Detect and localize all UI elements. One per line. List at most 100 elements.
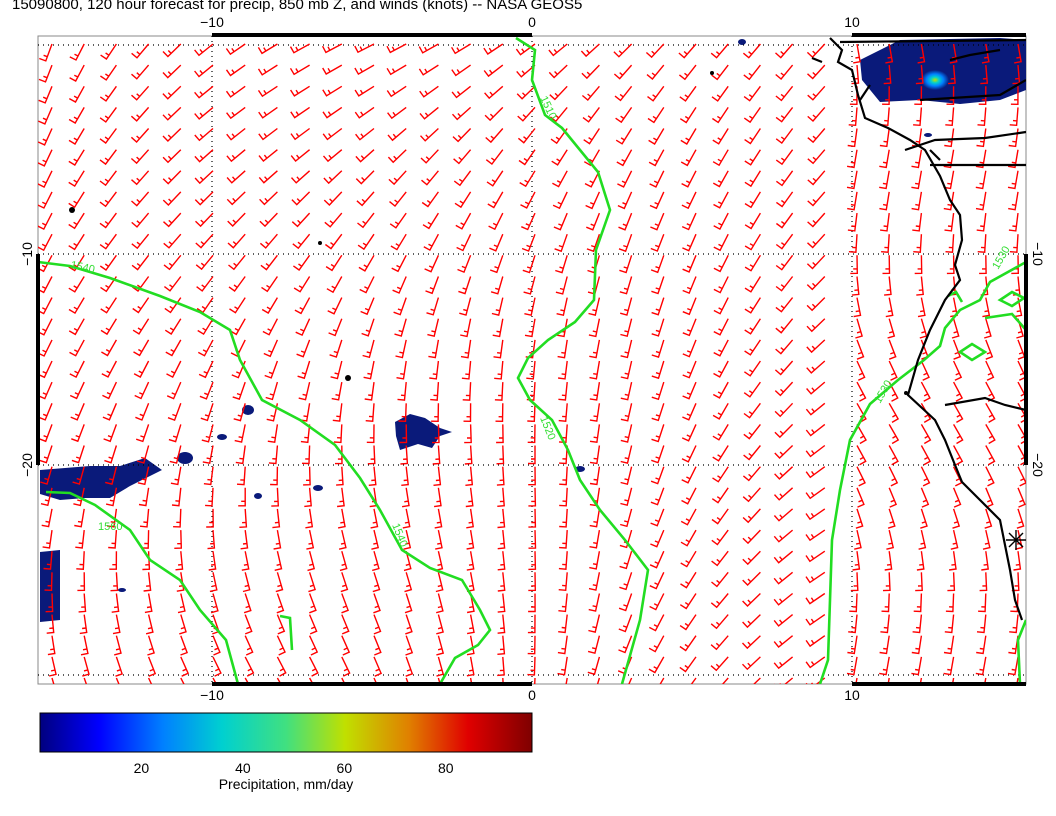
wind-barb (977, 107, 987, 127)
wind-barb (226, 191, 246, 206)
wind-barb (681, 487, 697, 505)
wind-barb (885, 43, 894, 64)
wind-barb (914, 255, 923, 275)
wind-barb (847, 191, 858, 211)
wind-barb (405, 635, 414, 656)
wind-barb (466, 656, 475, 677)
wind-barb (133, 360, 150, 378)
wind-barb (357, 212, 375, 229)
wind-barb (519, 170, 536, 188)
wind-barb (586, 233, 601, 253)
wind-barb (162, 191, 182, 206)
wind-barb (882, 255, 891, 275)
wind-barb (775, 339, 794, 355)
wind-barb (589, 508, 601, 528)
wind-barb (888, 402, 900, 424)
wind-barb (162, 64, 182, 79)
wind-barb (585, 191, 601, 210)
wind-barb (389, 212, 407, 229)
wind-barb (744, 339, 761, 356)
wind-barb (558, 403, 568, 422)
wind-barb (69, 339, 85, 357)
wind-barb (69, 64, 85, 82)
wind-barb (399, 424, 408, 444)
colorbar-gradient (39, 712, 533, 753)
wind-barb (421, 191, 439, 208)
wind-barb (649, 572, 665, 590)
wind-barb (805, 508, 826, 521)
wind-barb (744, 128, 761, 145)
wind-barb (945, 234, 955, 253)
wind-barb (107, 508, 118, 528)
wind-barb (324, 212, 343, 228)
wind-barb (429, 360, 440, 380)
wind-barb (589, 339, 601, 359)
wind-barb (650, 212, 665, 231)
wind-barb (229, 318, 246, 336)
wind-barb (620, 381, 633, 401)
wind-barb (853, 43, 861, 64)
wind-barb (744, 212, 761, 230)
wind-barb (496, 466, 505, 486)
wind-barb (341, 593, 350, 614)
coastline (811, 37, 1026, 621)
wind-barb (396, 360, 407, 380)
wind-barb (952, 445, 964, 466)
wind-barb (138, 487, 150, 507)
wind-barb (681, 445, 697, 463)
lat-tick-right: −10 (1030, 242, 1046, 266)
wind-barb (199, 381, 214, 400)
wind-barb (308, 656, 319, 677)
wind-barb (1008, 128, 1019, 148)
wind-barb (355, 149, 375, 163)
wind-barb (99, 170, 117, 187)
wind-barb (290, 127, 311, 141)
wind-barb (194, 64, 214, 78)
wind-barb (882, 572, 891, 592)
wind-barb (648, 149, 665, 167)
wind-barb (981, 43, 990, 64)
wind-barb (166, 360, 182, 379)
wind-barb (436, 593, 444, 614)
wind-barb (713, 360, 729, 378)
wind-barb (435, 529, 443, 550)
wind-barb (682, 276, 697, 295)
wind-barb (618, 233, 633, 253)
wind-barb (884, 551, 893, 571)
wind-barb (436, 614, 444, 635)
wind-barb (236, 466, 246, 486)
wind-barb (354, 64, 375, 76)
wind-barb (918, 529, 927, 550)
wind-barb (268, 445, 279, 465)
wind-barb (226, 170, 246, 184)
wind-barb (371, 529, 380, 550)
wind-barb (1016, 508, 1025, 529)
wind-barb (1009, 614, 1019, 634)
wind-barb (38, 424, 53, 443)
wind-barb (276, 635, 286, 656)
wind-barb (68, 297, 85, 315)
wind-barb (978, 86, 987, 106)
wind-barb (856, 424, 867, 445)
wind-barb (332, 403, 343, 422)
wind-barb (920, 466, 931, 487)
height-contours (38, 36, 1026, 684)
wind-barb (139, 508, 150, 528)
wind-barb (559, 508, 568, 528)
wind-barb (849, 593, 858, 613)
wind-barb (646, 64, 665, 80)
wind-barb (805, 571, 826, 584)
wind-barb (620, 445, 633, 464)
wind-barb (308, 635, 319, 656)
wind-barb (451, 106, 472, 121)
wind-barb (559, 445, 568, 465)
wind-barb (620, 487, 633, 507)
wind-barb (275, 572, 284, 593)
wind-barb (267, 424, 279, 443)
wind-barb (38, 170, 53, 188)
wind-barb (975, 149, 987, 169)
wind-barb (711, 550, 729, 567)
wind-barb (744, 276, 761, 293)
wind-barb (80, 635, 89, 656)
wind-barb (262, 318, 279, 336)
